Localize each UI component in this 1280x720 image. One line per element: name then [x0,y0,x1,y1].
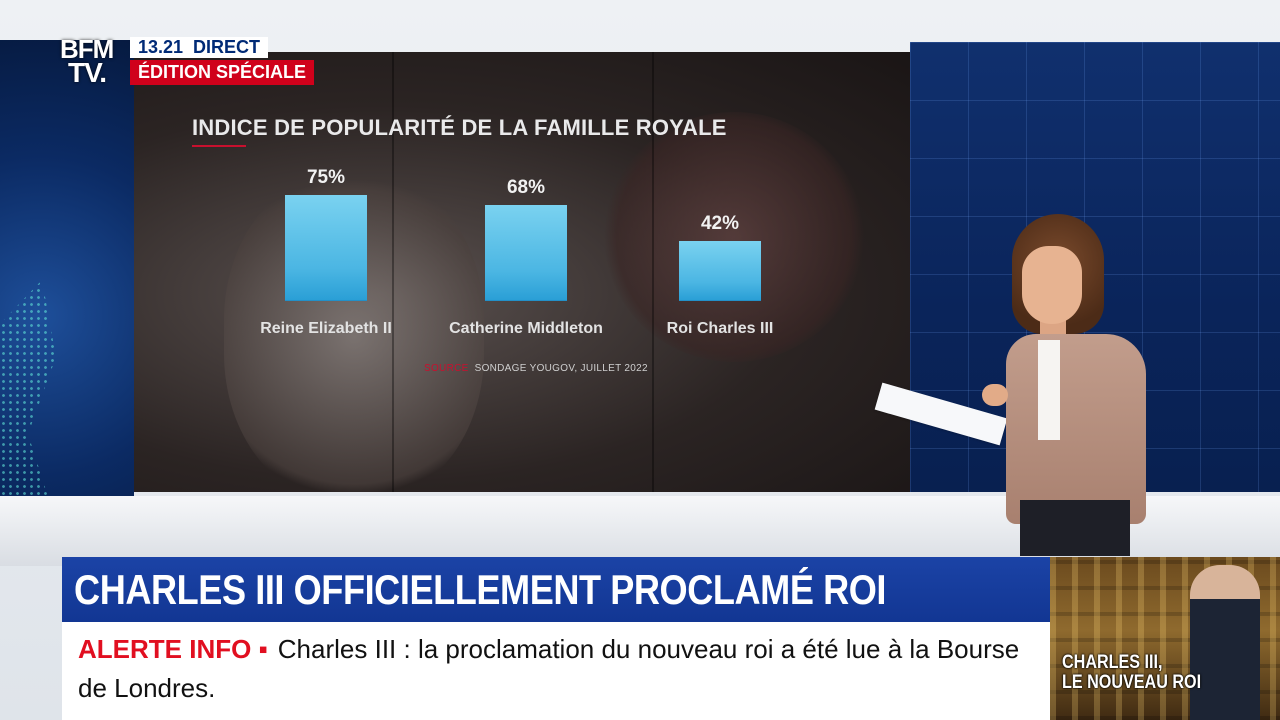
bar [285,195,367,301]
title-accent-rule [192,145,246,147]
headline-banner: CHARLES III OFFICIELLEMENT PROCLAMÉ ROI [62,557,1050,622]
presenter-shirt [1038,340,1060,440]
bar-group: 42% Roi Charles III [625,52,815,337]
screen-seam [652,52,654,492]
bar-group: 75% Reine Elizabeth II [231,52,421,337]
bar-value-label: 75% [306,167,346,188]
clock-time: 13.21 [138,37,184,57]
presenter-face [1022,246,1082,324]
left-video-wall [0,40,134,500]
news-ticker: ALERTE INFO ▪ Charles III : la proclamati… [62,622,1050,720]
thumbnail-panel: CHARLES III, LE NOUVEAU ROI [1050,557,1280,720]
source-text: SONDAGE YOUGOV, JUILLET 2022 [474,363,648,374]
channel-logo: BFM TV. [60,34,124,89]
ticker-text: Charles III : la proclamation du nouveau… [78,634,1020,703]
chart-title: INDICE DE POPULARITÉ DE LA FAMILLE ROYAL… [192,115,727,140]
live-bug: 13.21 DIRECT [130,37,269,58]
world-map-dots [0,280,56,500]
background-portrait-2 [604,112,864,362]
presenter [874,214,1156,556]
chart-source: SOURCE SONDAGE YOUGOV, JUILLET 2022 [424,363,648,374]
live-label: DIRECT [193,37,261,57]
caption-line-2: LE NOUVEAU ROI [1062,672,1202,693]
bar-category-label: Roi Charles III [666,320,774,337]
thumbnail-figure [1190,565,1260,720]
caption-line-1: CHARLES III, [1062,652,1163,673]
ticker-text-block: ALERTE INFO ▪ Charles III : la proclamati… [78,630,1038,708]
headline-text: CHARLES III OFFICIELLEMENT PROCLAMÉ ROI [74,565,887,613]
bar-group: 68% Catherine Middleton [431,52,621,337]
bar-category-label: Reine Elizabeth II [260,320,392,337]
alert-label: ALERTE INFO ▪ [78,634,268,664]
edition-badge: ÉDITION SPÉCIALE [130,60,315,85]
bar [679,241,761,301]
logo-line-2: TV. [68,57,107,88]
screen-seam [392,52,394,492]
presenter-hand [982,384,1008,406]
bar-value-label: 42% [700,213,740,235]
presenter-jacket [1006,334,1146,524]
logo-line-1: BFM [60,34,114,64]
chart-screen: INDICE DE POPULARITÉ DE LA FAMILLE ROYAL… [134,52,910,492]
bar-category-label: Catherine Middleton [449,320,603,337]
bar [485,204,567,301]
presenter-pants [1020,500,1130,556]
thumbnail-caption: CHARLES III, LE NOUVEAU ROI [1062,653,1201,693]
source-lead: SOURCE [424,363,469,374]
bar-value-label: 68% [506,176,546,198]
